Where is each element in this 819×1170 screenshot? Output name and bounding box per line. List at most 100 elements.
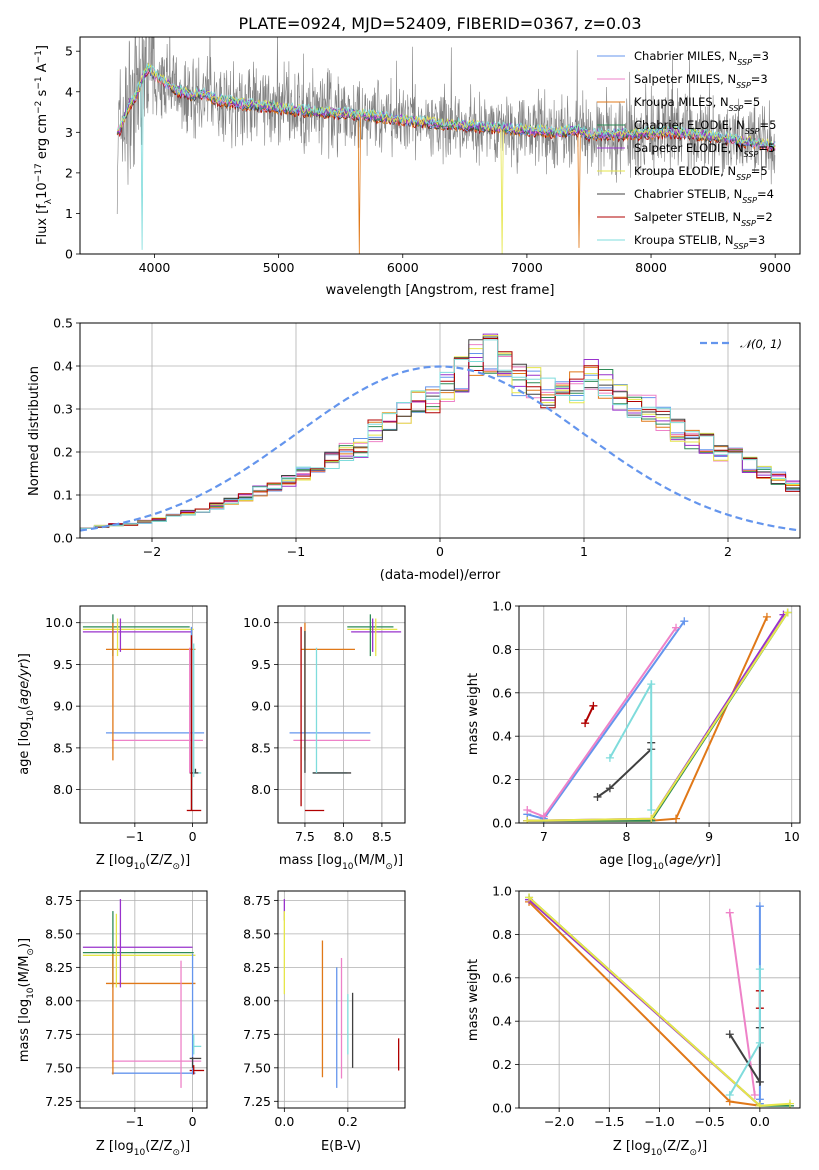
y-tick-label: 0.6 <box>492 685 512 700</box>
x-tick-label: 0 <box>436 544 444 559</box>
axes-frame <box>79 890 208 1109</box>
x-tick-label: −1.0 <box>644 1114 674 1129</box>
series-marker <box>785 1099 794 1108</box>
y-tick-label: 1.0 <box>492 599 512 614</box>
x-tick-label: 8.5 <box>372 829 392 844</box>
spectrum-panel: 4000 5000 6000 7000 8000 9000 0 1 2 3 4 5 <box>65 36 801 275</box>
y-axis-label: Normed distribution <box>27 366 42 496</box>
y-tick-label: 1.0 <box>492 884 512 899</box>
model-kroupa_stelib <box>116 63 776 250</box>
model-chabrier_stelib <box>116 67 776 152</box>
series-marker <box>750 1090 759 1099</box>
x-tick-label: −0.5 <box>694 1114 724 1129</box>
y-tick-label: 0.1 <box>53 488 73 503</box>
y-tick-label: 8.75 <box>45 893 73 908</box>
x-tick-label: −2 <box>143 544 161 559</box>
y-tick-label: 5 <box>65 44 73 59</box>
axes-frame <box>79 605 208 824</box>
y-tick-label: 8.00 <box>243 993 271 1008</box>
y-tick-label: 0.4 <box>53 359 73 374</box>
y-tick-label: 7.25 <box>45 1094 73 1109</box>
y-tick-label: 7.25 <box>243 1094 271 1109</box>
axes-frame <box>518 890 801 1109</box>
x-tick-label: 7.5 <box>295 829 315 844</box>
y-tick-label: 9.5 <box>53 657 73 672</box>
series-marker <box>725 1030 734 1039</box>
y-tick-label: 0.2 <box>492 772 512 787</box>
y-tick-label: 3 <box>65 125 73 140</box>
y-tick-label: 7.75 <box>243 1027 271 1042</box>
chart-title: PLATE=0924, MJD=52409, FIBERID=0367, z=0… <box>238 14 641 33</box>
x-tick-label: 0.0 <box>274 1114 294 1129</box>
series-marker <box>523 816 532 823</box>
legend-entry: 𝒩(0, 1) <box>740 337 782 351</box>
series-marker <box>672 814 681 823</box>
series-line <box>527 611 789 822</box>
x-axis-label: Z [log10(Z/Z⊙)] <box>613 1139 707 1158</box>
massweight-vs-Z-panel: −2.0 −1.5 −1.0 −0.5 0.0 0.0 0.2 0.4 0.6 0.8 1.0 <box>492 884 801 1129</box>
observed-spectrum <box>116 37 776 215</box>
y-tick-label: 8.0 <box>251 782 271 797</box>
x-tick-label: 7000 <box>511 260 543 275</box>
x-tick-label: 6000 <box>387 260 419 275</box>
series-marker <box>755 902 764 911</box>
y-tick-label: 8.50 <box>243 926 271 941</box>
y-tick-label: 8.0 <box>53 782 73 797</box>
plot-area <box>283 899 400 1088</box>
y-tick-label: 0.2 <box>53 445 73 460</box>
legend-entry: Chabrier STELIB, NSSP=4 <box>634 187 774 205</box>
x-tick-label: 2 <box>724 544 732 559</box>
y-tick-label: 0.5 <box>53 316 73 331</box>
y-tick-label: 9.5 <box>251 657 271 672</box>
legend-entry: Kroupa MILES, NSSP=5 <box>634 95 760 113</box>
y-tick-label: 4 <box>65 84 73 99</box>
series-line <box>527 611 789 822</box>
age-vs-mass-panel: 7.5 8.0 8.5 8.0 8.5 9.0 9.5 10.0 <box>243 605 406 844</box>
x-tick-label: 4000 <box>139 260 171 275</box>
x-axis-label: mass [log10(M/M⊙)] <box>279 853 403 872</box>
hist-chabrier_miles <box>80 353 800 529</box>
x-tick-label: 8 <box>622 829 630 844</box>
y-axis-label: Flux [fλ10−17 erg cm−2 s−1 A−1] <box>34 45 54 245</box>
series-marker <box>647 680 656 689</box>
x-tick-label: −1 <box>287 544 305 559</box>
x-tick-label: −2.0 <box>544 1114 574 1129</box>
legend: Chabrier MILES, NSSP=3 Salpeter MILES, NS… <box>597 49 776 251</box>
axes-frame <box>277 605 406 824</box>
y-tick-label: 0.8 <box>492 927 512 942</box>
x-tick-label: 8.0 <box>333 829 353 844</box>
legend-entry: Salpeter MILES, NSSP=3 <box>634 72 768 90</box>
gaussian-curve <box>80 365 800 532</box>
y-tick-label: 7.50 <box>45 1060 73 1075</box>
y-tick-label: 8.25 <box>243 960 271 975</box>
series-marker <box>523 805 532 814</box>
series-line <box>728 1027 761 1086</box>
x-tick-label: −1 <box>126 1114 144 1129</box>
x-tick-label: −1 <box>126 829 144 844</box>
y-tick-label: 0.0 <box>492 1101 512 1116</box>
y-tick-label: 0.0 <box>492 816 512 831</box>
series-marker <box>539 812 548 821</box>
plot-area <box>525 893 794 1108</box>
x-tick-label: 0.0 <box>750 1114 770 1129</box>
y-tick-label: 0.0 <box>53 531 73 546</box>
y-tick-label: 0.2 <box>492 1057 512 1072</box>
y-tick-label: 10.0 <box>45 615 73 630</box>
x-axis-label: Z [log10(Z/Z⊙)] <box>96 853 190 872</box>
series-marker <box>680 617 689 626</box>
axes-frame <box>79 36 801 255</box>
y-tick-label: 7.50 <box>243 1060 271 1075</box>
series-line <box>526 627 677 818</box>
x-tick-label: 9000 <box>759 260 791 275</box>
plot-area <box>289 614 402 812</box>
massweight-vs-age-panel: 7 8 9 10 0.0 0.2 0.4 0.6 0.8 1.0 <box>492 599 801 844</box>
x-axis-label: wavelength [Angstrom, rest frame] <box>326 283 555 298</box>
series-marker <box>755 965 764 974</box>
x-tick-label: 0.2 <box>338 1114 358 1129</box>
legend-entry: Salpeter ELODIE, NSSP=5 <box>634 141 775 159</box>
y-axis-label: mass weight <box>466 673 481 755</box>
y-tick-label: 10.0 <box>243 615 271 630</box>
series-marker <box>672 623 681 632</box>
series-marker <box>605 784 614 793</box>
